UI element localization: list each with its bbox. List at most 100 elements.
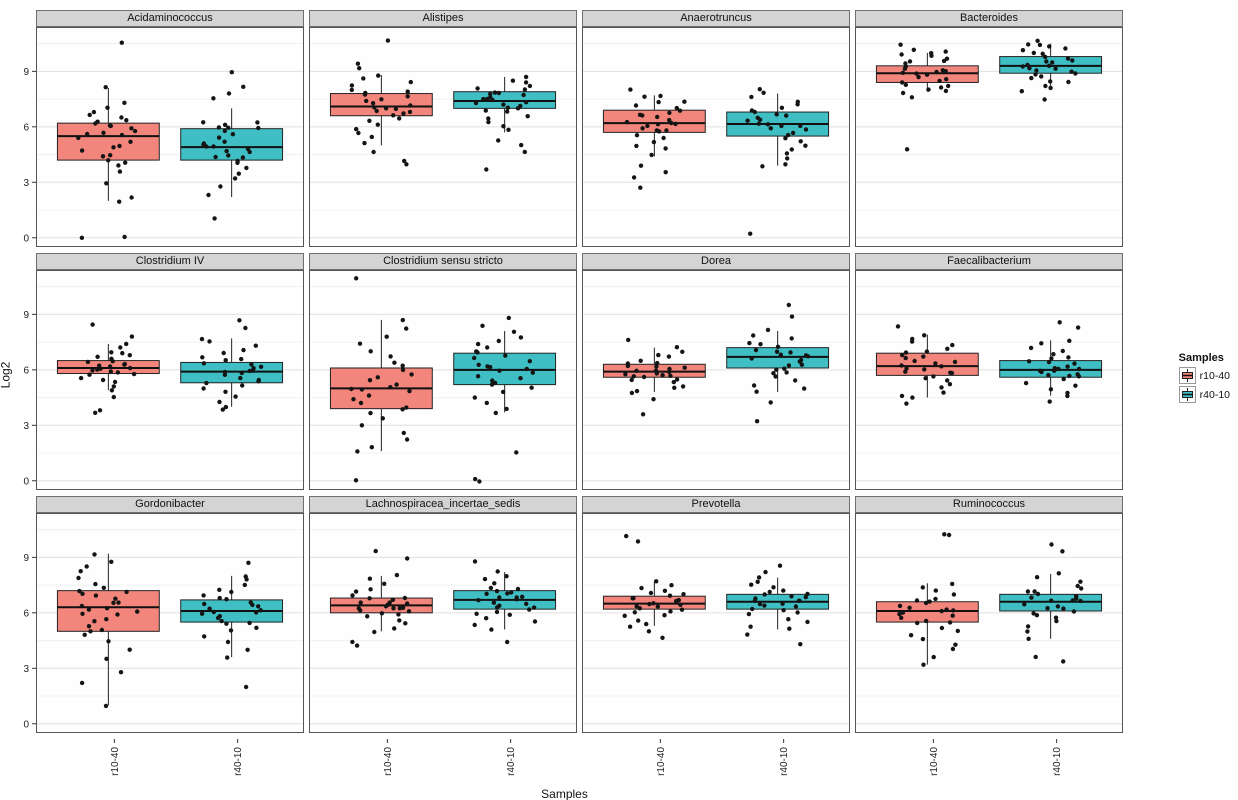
boxplot-r10-40: [875, 532, 979, 667]
boxplot-r10-40: [602, 87, 706, 190]
x-axis-title: Samples: [541, 787, 588, 800]
x-tick-label: r40-10: [1052, 747, 1063, 776]
facet-panel: [855, 270, 1123, 490]
boxplot-r10-40: [56, 40, 160, 240]
facet-panel: [36, 270, 304, 490]
jitter-points: [78, 322, 137, 415]
jitter-points: [745, 563, 810, 647]
x-tick-label: r10-40: [383, 747, 394, 776]
facet-panel: [582, 270, 850, 490]
jitter-points: [623, 337, 687, 417]
facet: Alistipes: [309, 10, 577, 247]
legend-item-r40-10: r40-10: [1178, 386, 1230, 403]
x-tick-label: r10-40: [110, 747, 121, 776]
jitter-points: [1023, 320, 1082, 404]
facet-title: Lachnospiracea_incertae_sedis: [309, 496, 577, 513]
y-tick-label: 9: [23, 67, 29, 78]
facet-row: 0 3 6 9 Gordonibacter Lachnospiracea_incertae…: [6, 496, 1238, 733]
jitter-points: [199, 318, 264, 412]
boxplot-r40-10: [180, 70, 284, 221]
boxplot-r10-40: [56, 552, 160, 709]
x-tick-label: r40-10: [233, 747, 244, 776]
jitter-points: [473, 74, 533, 172]
x-tick-label: r40-10: [506, 747, 517, 776]
facet-panel: [309, 513, 577, 733]
y-tick-label: 0: [23, 476, 29, 487]
boxplot-r40-10: [999, 38, 1103, 102]
jitter-points: [349, 276, 414, 483]
facet-title: Gordonibacter: [36, 496, 304, 513]
facet-grid: 0 3 6 9 Acidaminococcus Alistipes Anaerotruncu…: [6, 10, 1238, 733]
jitter-points: [898, 42, 951, 152]
jitter-points: [199, 560, 263, 690]
boxplot-r10-40: [56, 322, 160, 415]
y-tick-label: 6: [23, 122, 29, 133]
x-axis-column: r10-40 r40-10: [110, 739, 244, 776]
y-axis-title: Log2: [0, 361, 13, 389]
facet-panel: [36, 513, 304, 733]
facet: Gordonibacter: [36, 496, 304, 733]
legend-title: Samples: [1178, 352, 1224, 364]
facet: Faecalibacterium: [855, 253, 1123, 490]
facet-panel: [309, 270, 577, 490]
jitter-points: [622, 533, 686, 640]
boxplot-r10-40: [329, 276, 433, 483]
x-tick-label: r10-40: [656, 747, 667, 776]
facet: Lachnospiracea_incertae_sedis: [309, 496, 577, 733]
jitter-points: [201, 70, 261, 221]
y-tick-label: 3: [23, 421, 29, 432]
y-tick-label: 3: [23, 178, 29, 189]
boxplot-r40-10: [180, 318, 284, 412]
boxplot-r10-40: [329, 38, 433, 167]
boxplot-r40-10: [453, 315, 557, 484]
facet: Dorea: [582, 253, 850, 490]
y-axis: 0 3 6 9: [23, 553, 36, 730]
jitter-points: [349, 38, 413, 167]
legend-label: r10-40: [1199, 369, 1230, 382]
boxplot-r10-40: [602, 337, 706, 417]
jitter-points: [897, 532, 960, 667]
facet: Bacteroides: [855, 10, 1123, 247]
x-tick-label: r10-40: [929, 747, 940, 776]
facet-panel: [36, 27, 304, 247]
legend-item-r10-40: r10-40: [1178, 367, 1230, 384]
boxplot-r40-10: [453, 559, 557, 645]
jitter-points: [76, 40, 138, 240]
facet-panel: [309, 27, 577, 247]
facet: Ruminococcus: [855, 496, 1123, 733]
y-tick-label: 0: [23, 233, 29, 244]
boxplot-r40-10: [726, 302, 830, 424]
boxplot-r40-10: [726, 563, 830, 647]
y-tick-label: 9: [23, 553, 29, 564]
legend-key-icon: [1178, 367, 1196, 384]
y-axis: 0 3 6 9: [23, 310, 36, 487]
jitter-points: [472, 559, 538, 645]
y-axis: 0 3 6 9: [23, 67, 36, 244]
jitter-points: [1022, 542, 1084, 664]
facet-title: Bacteroides: [855, 10, 1123, 27]
facet-title: Anaerotruncus: [582, 10, 850, 27]
y-tick-label: 9: [23, 310, 29, 321]
boxplot-r40-10: [453, 74, 557, 172]
facet-panel: [855, 27, 1123, 247]
facet-title: Clostridium IV: [36, 253, 304, 270]
jitter-points: [895, 324, 958, 406]
facet-title: Prevotella: [582, 496, 850, 513]
facet-title: Ruminococcus: [855, 496, 1123, 513]
facet: Prevotella: [582, 496, 850, 733]
legend: Samples r10-40 r40-10: [1178, 352, 1230, 403]
facet-title: Faecalibacterium: [855, 253, 1123, 270]
x-axis-column: r10-40 r40-10: [656, 739, 790, 776]
x-tick-label: r40-10: [779, 747, 790, 776]
jitter-points: [350, 548, 412, 648]
facet: Clostridium sensu stricto: [309, 253, 577, 490]
facet-row: 0 3 6 9 Clostridium IV Clostridium sensu stri…: [6, 253, 1238, 490]
jitter-points: [76, 552, 140, 709]
jitter-points: [1019, 38, 1078, 102]
x-axis: r10-40 r40-10 r10-40 r40-10 r10-40 r40-10 r10-…: [42, 739, 1238, 785]
facet-row: 0 3 6 9 Acidaminococcus Alistipes Anaerotruncu…: [6, 10, 1238, 247]
jitter-points: [472, 315, 535, 484]
facet-title: Alistipes: [309, 10, 577, 27]
facet-title: Clostridium sensu stricto: [309, 253, 577, 270]
